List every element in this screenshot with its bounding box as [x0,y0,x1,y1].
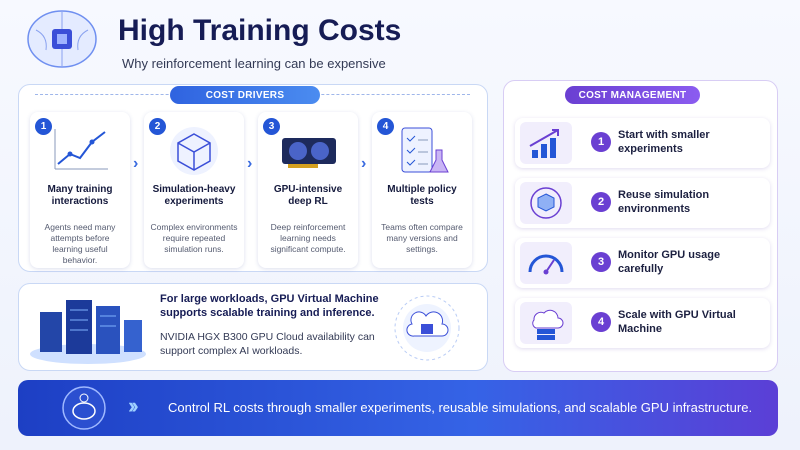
icon-box [520,182,572,224]
cube-icon [170,127,218,175]
card-text: Agents need many attempts before learnin… [44,222,116,265]
row-text: Monitor GPU usage carefully [618,249,721,275]
piggy-bank-icon [62,386,106,430]
step-number: 1 [35,118,52,135]
step-number: 2 [149,118,166,135]
card-title: Multiple policy tests [387,184,457,207]
icon-box [520,302,572,344]
driver-card: 4 Multiple policy tests Teams often comp… [372,112,472,268]
gauge-icon [528,254,564,275]
arrow: › [361,155,367,172]
step-number: 2 [591,192,611,212]
management-row: 3 Monitor GPU usage carefully [515,238,770,288]
step-number: 1 [591,132,611,152]
chart-icon [54,129,108,170]
footer-text: Control RL costs through smaller experim… [168,400,753,415]
step-number: 4 [591,312,611,332]
card-title: Simulation-heavy experiments [152,184,236,207]
row-text: Reuse simulation environments [618,189,710,215]
arrow: › [247,155,253,172]
section-heading: COST MANAGEMENT [565,86,700,104]
arrow: › [133,155,139,172]
title: High Training Costs [118,14,402,47]
driver-card: 2 Simulation-heavy experiments Complex e… [144,112,244,268]
brain-icon [27,10,97,68]
chevrons: ›› [128,393,138,418]
card-text: Teams often compare many versions and se… [381,222,463,254]
subtitle: Why reinforcement learning can be expens… [122,56,386,71]
footer-banner [18,380,778,436]
callout-text: NVIDIA HGX B300 GPU Cloud availability c… [160,331,375,357]
cloud-server-icon [532,309,564,340]
driver-card: 3 GPU-intensive deep RL Deep reinforceme… [258,112,358,268]
step-number: 3 [263,118,280,135]
checklist-icon [401,127,449,173]
row-text: Scale with GPU Virtual Machine [618,309,736,335]
card-text: Deep reinforcement learning needs signif… [270,222,346,254]
step-number: 3 [591,252,611,272]
gpu-icon [282,138,336,168]
section-heading: COST DRIVERS [170,86,320,104]
callout-bold: For large workloads, GPU Virtual Machine… [160,293,379,319]
row-text: Start with smaller experiments [618,129,710,155]
icon-box [520,242,572,284]
reuse-icon [530,187,562,219]
management-row: 4 Scale with GPU Virtual Machine [515,298,770,348]
step-number: 4 [377,118,394,135]
icon-box [520,122,572,164]
driver-card: 1 Many training interactions Agents need… [30,112,130,268]
cloud-chip-icon [394,295,460,361]
bars-icon [529,129,559,158]
card-title: Many training interactions [47,184,113,207]
card-title: GPU-intensive deep RL [273,184,343,207]
card-text: Complex environments require repeated si… [150,222,238,254]
servers-illustration [30,300,146,364]
management-row: 1 Start with smaller experiments [515,118,770,168]
management-row: 2 Reuse simulation environments [515,178,770,228]
